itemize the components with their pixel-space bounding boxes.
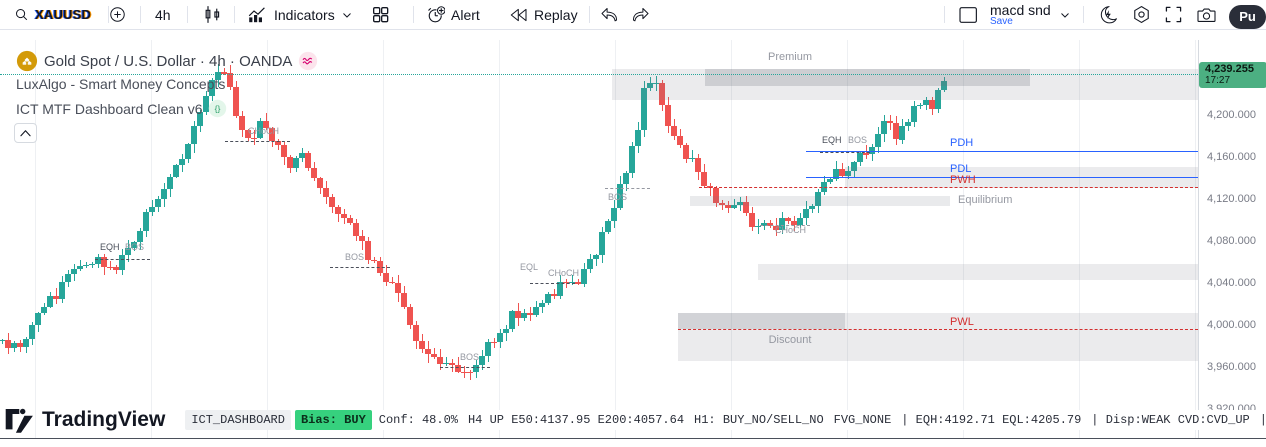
svg-text:{}: {} xyxy=(215,104,221,114)
